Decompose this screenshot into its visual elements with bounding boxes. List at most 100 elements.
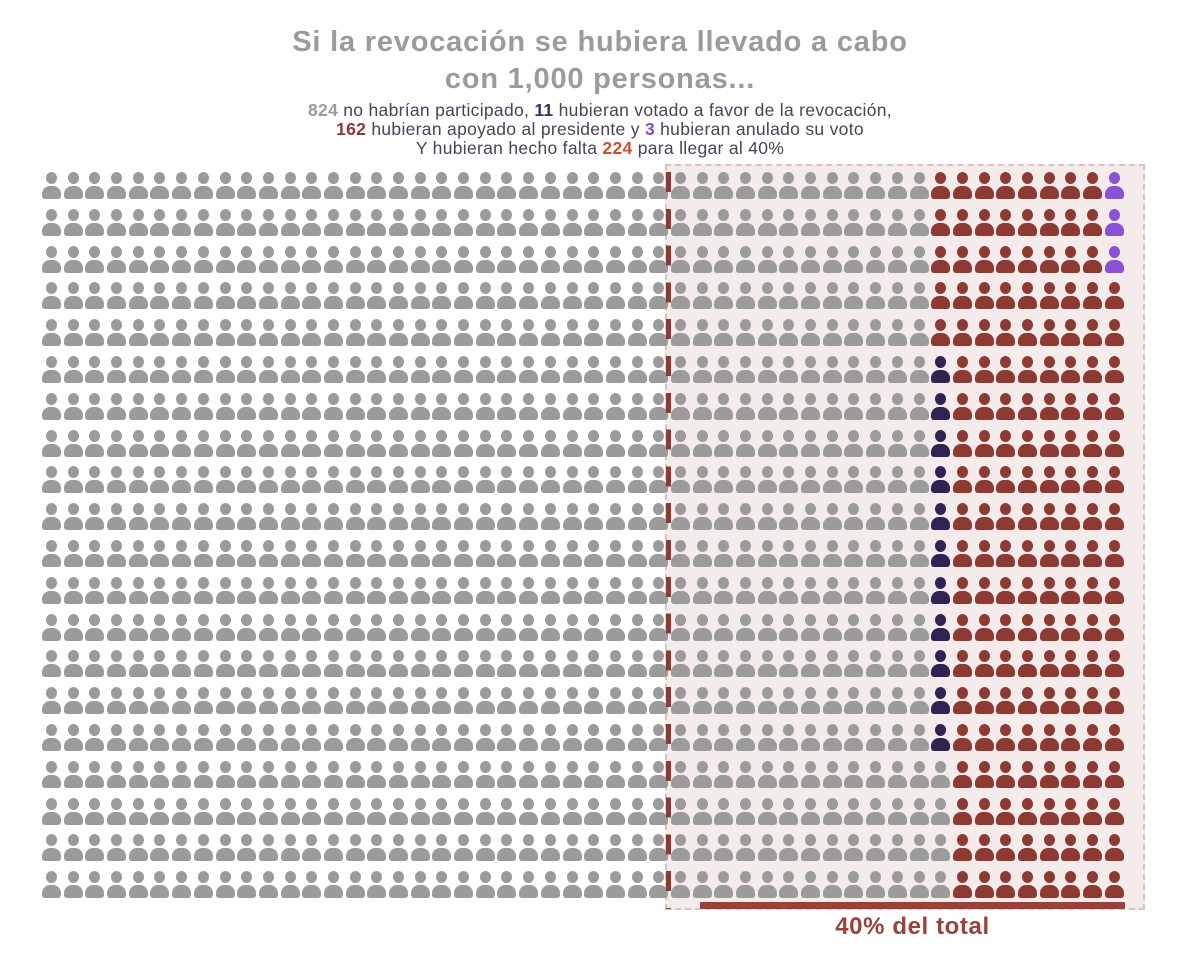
person-icon-gray	[345, 834, 365, 862]
person-icon-gray	[389, 245, 408, 273]
person-icon-gray	[779, 760, 799, 788]
person-icon-gray	[736, 576, 755, 604]
person-icon-gray	[323, 503, 343, 531]
person-icon-gray	[367, 871, 387, 899]
person-icon-red	[974, 429, 994, 457]
person-icon-gray	[866, 723, 886, 751]
person-icon-gray	[454, 503, 474, 531]
person-icon-red	[1104, 576, 1124, 604]
person-icon-gray	[258, 245, 278, 273]
person-icon-red	[931, 208, 951, 236]
person-icon-gray	[627, 834, 647, 862]
person-icon-gray	[85, 392, 105, 420]
person-icon-gray	[454, 355, 474, 383]
person-icon-gray	[822, 466, 842, 494]
person-icon-gray	[757, 760, 777, 788]
person-icon-gray	[193, 503, 213, 531]
person-icon-gray	[302, 245, 322, 273]
person-icon-gray	[605, 797, 625, 825]
person-icon-gray	[432, 650, 452, 678]
person-icon-gray	[454, 797, 474, 825]
person-icon-gray	[801, 172, 821, 199]
person-icon-gray	[280, 797, 300, 825]
person-icon-gray	[85, 208, 105, 236]
person-icon-gray	[410, 576, 430, 604]
person-icon-gray	[280, 834, 300, 862]
person-icon-gray	[432, 429, 452, 457]
person-icon-gray	[107, 503, 127, 531]
person-icon-gray	[63, 650, 83, 678]
person-icon-gray	[779, 871, 799, 899]
person-icon-gray	[389, 429, 408, 457]
person-icon-gray	[258, 687, 278, 715]
person-icon-gray	[844, 208, 864, 236]
person-icon-gray	[42, 355, 61, 383]
person-icon-navy	[931, 355, 951, 383]
person-icon-gray	[497, 539, 517, 567]
person-icon-gray	[107, 760, 127, 788]
person-icon-gray	[779, 650, 799, 678]
person-icon-gray	[280, 613, 300, 641]
person-icon-gray	[540, 576, 560, 604]
person-icon-red	[1104, 797, 1124, 825]
person-icon-gray	[128, 539, 148, 567]
person-icon-gray	[367, 503, 387, 531]
person-icon-gray	[497, 834, 517, 862]
person-icon-gray	[757, 466, 777, 494]
person-icon-gray	[909, 319, 929, 347]
person-icon-gray	[367, 650, 387, 678]
person-icon-gray	[237, 429, 257, 457]
person-icon-gray	[432, 576, 452, 604]
person-icon-gray	[215, 650, 235, 678]
person-icon-gray	[172, 429, 192, 457]
person-icon-gray	[237, 355, 257, 383]
person-icon-gray	[519, 760, 539, 788]
person-icon-gray	[497, 797, 517, 825]
person-icon-gray	[584, 429, 604, 457]
person-icon-gray	[866, 355, 886, 383]
person-icon-red	[952, 208, 972, 236]
person-icon-gray	[736, 834, 755, 862]
person-icon-gray	[909, 208, 929, 236]
person-icon-gray	[866, 576, 886, 604]
person-icon-gray	[323, 245, 343, 273]
person-icon-gray	[519, 503, 539, 531]
person-icon-gray	[172, 871, 192, 899]
person-icon-gray	[150, 355, 170, 383]
person-icon-gray	[627, 392, 647, 420]
person-icon-gray	[410, 797, 430, 825]
person-icon-red	[1061, 503, 1081, 531]
person-icon-red	[996, 392, 1016, 420]
person-icon-gray	[193, 355, 213, 383]
person-icon-gray	[736, 392, 755, 420]
person-icon-gray	[670, 576, 690, 604]
person-icon-red	[1083, 392, 1102, 420]
person-icon-gray	[454, 539, 474, 567]
person-icon-gray	[562, 539, 582, 567]
person-icon-red	[996, 871, 1016, 899]
person-icon-gray	[909, 392, 929, 420]
person-icon-gray	[345, 797, 365, 825]
person-icon-gray	[172, 613, 192, 641]
person-icon-gray	[215, 539, 235, 567]
person-icon-gray	[42, 429, 61, 457]
person-icon-red	[1104, 650, 1124, 678]
person-icon-gray	[887, 466, 907, 494]
person-icon-gray	[345, 723, 365, 751]
person-icon-gray	[670, 650, 690, 678]
person-icon-gray	[670, 834, 690, 862]
person-icon-gray	[85, 539, 105, 567]
person-icon-gray	[866, 687, 886, 715]
person-icon-red	[1083, 355, 1102, 383]
person-icon-gray	[258, 613, 278, 641]
person-icon-gray	[454, 834, 474, 862]
person-icon-red	[974, 245, 994, 273]
person-icon-gray	[42, 576, 61, 604]
person-icon-gray	[454, 429, 474, 457]
person-icon-red	[952, 172, 972, 199]
person-icon-gray	[85, 429, 105, 457]
person-icon-red	[952, 355, 972, 383]
person-icon-gray	[649, 613, 669, 641]
person-icon-gray	[237, 172, 257, 199]
person-icon-gray	[909, 723, 929, 751]
